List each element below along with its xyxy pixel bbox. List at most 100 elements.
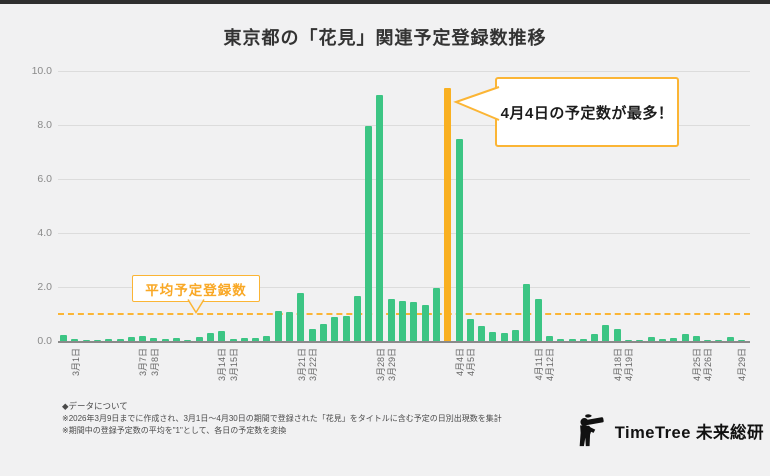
x-tick-label: 3月15日	[228, 348, 239, 382]
gridline	[58, 232, 750, 234]
chart-bar-3月2日	[71, 339, 79, 341]
top-border-strip	[0, 0, 770, 4]
x-tick-label: 4月25日	[692, 348, 702, 382]
chart-bar-3月22日	[297, 292, 305, 341]
chart-bar-4月7日	[478, 326, 486, 341]
chart-bar-3月14日	[206, 333, 214, 341]
chart-bar-3月11日	[173, 338, 180, 341]
x-tick-label: 3月8日	[149, 348, 160, 377]
chart-bar-4月4日	[444, 88, 452, 341]
chart-bar-4月19日	[613, 328, 621, 341]
x-tick-label: 3月21日	[296, 348, 307, 382]
chart-bar-4月2日	[421, 304, 429, 341]
chart-bar-4月22日	[647, 337, 655, 341]
x-tick-label: 4月4日	[454, 348, 465, 377]
chart-bar-3月6日	[116, 338, 124, 341]
person-telescope-icon	[579, 414, 604, 447]
x-tick-label: 4月26日	[703, 348, 714, 382]
chart-bar-4月27日	[704, 339, 712, 341]
chart-bar-4月26日	[692, 336, 700, 341]
chart-bar-3月21日	[286, 311, 293, 341]
chart-bar-4月28日	[715, 340, 723, 341]
chart-bar-3月15日	[218, 331, 226, 341]
x-tick-label: 4月12日	[545, 348, 556, 382]
chart-bar-4月24日	[670, 338, 678, 341]
chart-bar-3月20日	[274, 310, 282, 341]
gridline	[58, 178, 750, 180]
chart-bar-3月13日	[195, 336, 203, 341]
chart-bar-3月10日	[161, 338, 169, 341]
chart-bar-3月16日	[229, 339, 237, 341]
chart-bar-3月19日	[263, 336, 271, 341]
chart-title: 東京都の「花見」関連予定登録数推移	[223, 28, 547, 48]
x-tick-label: 4月5日	[466, 348, 476, 377]
chart-bar-3月28日	[365, 126, 373, 341]
chart-bar-4月11日	[523, 284, 531, 341]
chart-bar-3月24日	[319, 323, 327, 341]
chart-bar-3月31日	[399, 300, 406, 341]
chart-bar-4月3日	[432, 288, 440, 341]
x-tick-label: 4月11日	[533, 348, 544, 381]
y-tick-label: 10.0	[31, 65, 52, 77]
average-line-label-text: 平均予定登録数	[145, 282, 247, 298]
chart-bar-3月1日	[60, 335, 67, 341]
data-notes: ◆データについて ※2026年3月9日までに作成され、3月1日～4月30日の期間…	[62, 400, 502, 438]
chart-bar-3月26日	[342, 316, 350, 341]
data-note-heading: ◆データについて	[62, 401, 128, 411]
chart-bar-4月15日	[568, 339, 576, 341]
x-tick-label: 3月29日	[386, 348, 397, 382]
chart-bar-3月12日	[184, 339, 192, 341]
chart-bar-4月18日	[602, 324, 610, 341]
y-tick-label: 8.0	[37, 119, 52, 131]
data-note-line: ※2026年3月9日までに作成され、3月1日～4月30日の期間で登録された「花見…	[62, 413, 502, 423]
x-tick-label: 3月22日	[307, 348, 318, 382]
chart-bar-3月25日	[331, 316, 339, 341]
chart-bar-4月16日	[579, 338, 587, 341]
chart-bar-4月20日	[625, 339, 632, 341]
y-tick-label: 0.0	[37, 335, 52, 347]
chart-bar-3月9日	[150, 338, 158, 341]
x-axis-line	[58, 341, 750, 343]
y-tick-label: 4.0	[37, 227, 52, 239]
chart-bar-4月5日	[455, 138, 463, 341]
chart-bar-4月14日	[557, 338, 565, 341]
chart-bar-3月27日	[353, 296, 361, 341]
chart-bar-4月9日	[500, 332, 508, 341]
chart-bar-3月3日	[82, 339, 90, 341]
chart-bar-4月25日	[681, 334, 689, 341]
x-tick-label: 4月19日	[624, 348, 635, 382]
gridline	[58, 286, 750, 288]
chart-bar-4月10日	[512, 330, 519, 341]
chart-bar-3月5日	[105, 339, 113, 341]
annotation-pointer	[453, 86, 500, 121]
chart-bar-4月1日	[410, 301, 418, 341]
x-tick-label: 3月7日	[138, 348, 149, 377]
chart-bar-3月23日	[308, 328, 316, 341]
x-tick-label: 4月29日	[737, 348, 748, 382]
x-tick-label: 3月14日	[217, 348, 228, 382]
chart-bar-4月23日	[658, 339, 666, 341]
chart-bar-4月29日	[726, 336, 734, 341]
logo-text: TimeTree 未来総研	[614, 424, 764, 442]
x-tick-label: 3月1日	[70, 348, 81, 377]
chart-bar-4月13日	[545, 335, 553, 341]
chart-bar-3月17日	[240, 337, 248, 341]
chart-bar-3月30日	[387, 299, 395, 341]
x-tick-label: 4月18日	[612, 348, 623, 382]
chart-bar-3月7日	[127, 337, 135, 341]
y-tick-label: 2.0	[37, 281, 52, 293]
chart-bar-4月6日	[466, 319, 474, 341]
chart-bar-4月17日	[591, 334, 599, 341]
chart-bar-3月4日	[93, 339, 101, 341]
gridline	[58, 124, 750, 126]
chart-bar-3月8日	[139, 335, 147, 341]
data-note-line: ※期間中の登録予定数の平均を"1"として、各日の予定数を変換	[62, 426, 287, 435]
annotation-callout: 4月4日の予定数が最多！	[495, 77, 679, 147]
annotation-text: 4月4日の予定数が最多！	[500, 104, 674, 122]
y-tick-label: 6.0	[37, 173, 52, 185]
chart-bar-3月29日	[376, 95, 384, 341]
chart-bar-4月8日	[489, 331, 497, 341]
chart-bar-4月21日	[636, 339, 644, 341]
timetree-logo: TimeTree 未来総研	[574, 414, 764, 448]
